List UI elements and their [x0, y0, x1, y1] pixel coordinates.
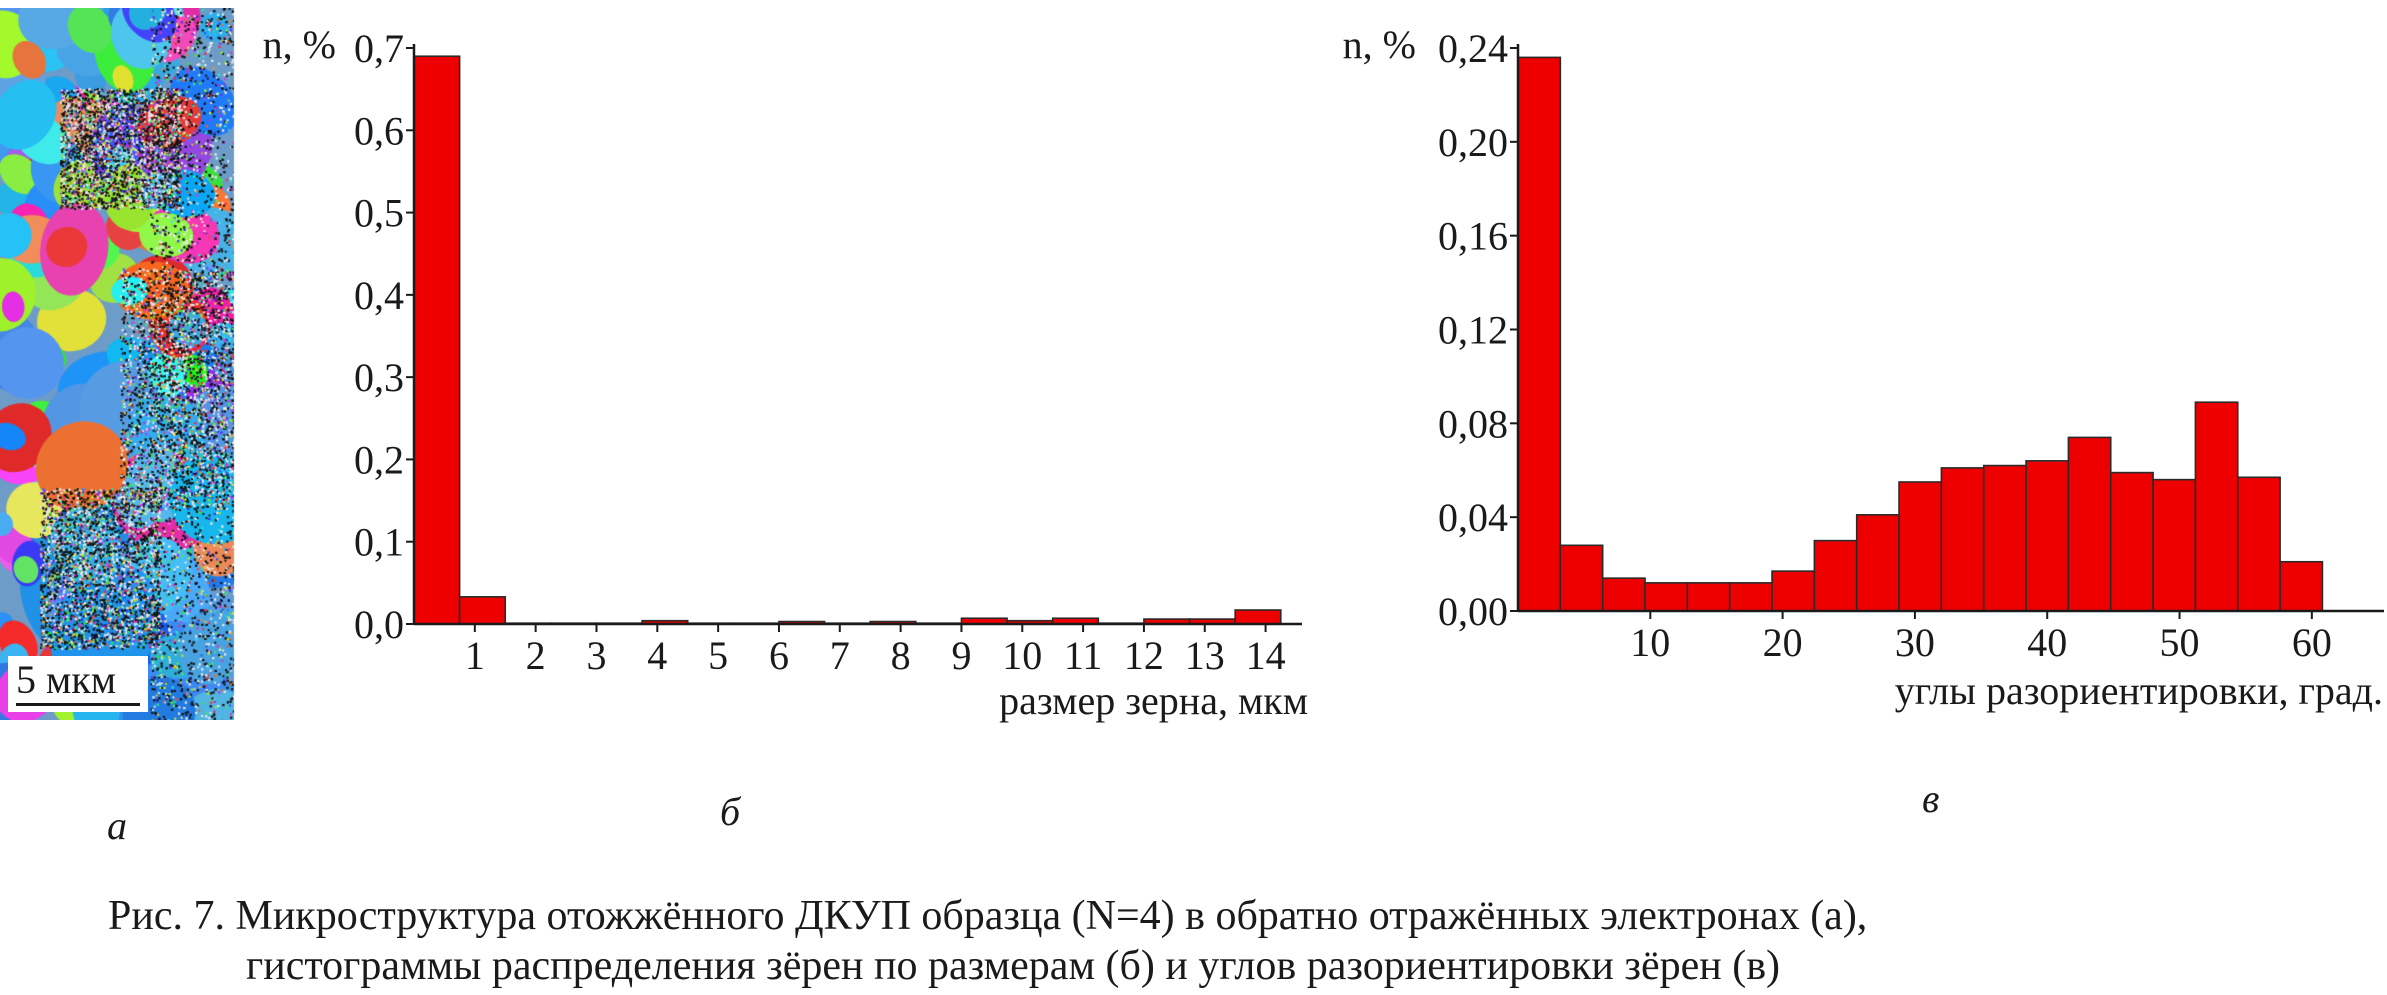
x-tick-label: 10	[1002, 633, 1042, 678]
grain-size-histogram: 0,00,10,20,30,40,50,60,71 2 3 4 5 6 7 8 9 10 11 12 1…	[263, 22, 1308, 723]
y-tick-label: 0,08	[1438, 401, 1508, 446]
x-tick-label: 50	[2160, 620, 2200, 665]
y-tick-label: 0,12	[1438, 308, 1508, 353]
figure-caption-line-1: Рис. 7. Микроструктура отожжённого ДКУП …	[108, 893, 1868, 939]
histogram-bar	[1771, 570, 1816, 612]
histogram-bar	[2236, 476, 2281, 612]
histogram-bar	[413, 55, 461, 625]
histogram-bar	[2025, 460, 2070, 612]
y-tick-label: 0,0	[354, 602, 404, 647]
y-tick-label: 0,2	[354, 437, 404, 482]
x-tick-label: 20	[1763, 620, 1803, 665]
x-tick-label: 1	[465, 633, 485, 678]
panel-label-c: в	[1922, 776, 1940, 821]
x-tick-label: 8	[891, 633, 911, 678]
histograms: 0,00,10,20,30,40,50,60,71 2 3 4 5 6 7 8 9 10 11 12 1…	[263, 22, 2384, 723]
y-tick-label: 0,7	[354, 26, 404, 71]
histogram-bar	[1982, 464, 2027, 612]
x-axis-label: размер зерна, мкм	[999, 678, 1308, 723]
x-tick-label: 4	[647, 633, 667, 678]
x-tick-label: 3	[586, 633, 606, 678]
x-tick-label: 13	[1185, 633, 1225, 678]
y-tick-label: 0,1	[354, 520, 404, 565]
x-tick-label: 9	[951, 633, 971, 678]
x-tick-label: 7	[830, 633, 850, 678]
x-tick-label: 6	[769, 633, 789, 678]
histogram-bar	[1559, 544, 1604, 612]
x-tick-label: 14	[1246, 633, 1286, 678]
x-tick-label: 5	[708, 633, 728, 678]
x-tick-label: 10	[1630, 620, 1670, 665]
y-tick-label: 0,4	[354, 273, 404, 318]
x-tick-label: 2	[526, 633, 546, 678]
figure-caption-line-2: гистограммы распределения зёрен по разме…	[246, 943, 1781, 989]
histogram-bar	[2279, 560, 2324, 612]
histogram-bar	[1813, 539, 1858, 612]
histogram-bar	[2194, 401, 2239, 612]
y-tick-label: 0,3	[354, 355, 404, 400]
histogram-bar	[2067, 436, 2112, 612]
histogram-bar	[1728, 582, 1773, 612]
histogram-bar	[1517, 56, 1562, 612]
x-tick-label: 60	[2292, 620, 2332, 665]
y-tick-label: 0,5	[354, 191, 404, 236]
histogram-bar	[1601, 577, 1646, 612]
panel-label-b: б	[720, 789, 741, 834]
histogram-bar	[1686, 582, 1731, 612]
x-tick-label: 40	[2027, 620, 2067, 665]
histogram-bar	[1940, 467, 1985, 612]
histogram-bar	[2109, 471, 2154, 612]
y-tick-label: 0,24	[1438, 26, 1508, 71]
x-tick-label: 12	[1124, 633, 1164, 678]
histogram-bar	[1644, 582, 1689, 612]
y-tick-label: 0,04	[1438, 495, 1508, 540]
y-axis-label: n, %	[263, 22, 336, 67]
y-axis-label: n, %	[1343, 22, 1416, 67]
x-tick-label: 11	[1064, 633, 1103, 678]
histogram-bar	[1855, 514, 1900, 612]
x-tick-label: 30	[1895, 620, 1935, 665]
histogram-bar	[458, 596, 507, 625]
panel-label-a: а	[107, 803, 127, 848]
scale-bar: 5 мкм	[8, 656, 148, 712]
x-axis-label: углы разориентировки, град.	[1895, 668, 2383, 713]
ebsd-micrograph	[0, 8, 238, 720]
y-tick-label: 0,6	[354, 108, 404, 153]
misorientation-histogram: 0,00 0,04 0,08 0,12 0,16 0,20 0,24 10 20 30 40 50 60…	[1343, 22, 2384, 713]
histogram-bar	[2152, 478, 2197, 612]
histogram-bar	[1898, 481, 1943, 612]
scale-bar-label: 5 мкм	[16, 657, 117, 702]
y-tick-label: 0,16	[1438, 214, 1508, 259]
histogram-bar	[1234, 609, 1282, 625]
y-tick-label: 0,20	[1438, 120, 1508, 165]
y-tick-label: 0,00	[1438, 589, 1508, 634]
scale-bar-line	[16, 703, 140, 706]
